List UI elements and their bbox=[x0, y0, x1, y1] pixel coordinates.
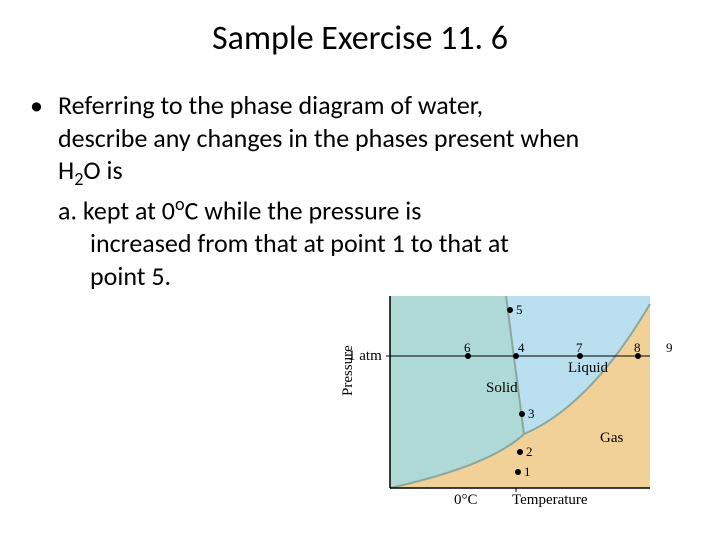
point-label-5: 5 bbox=[516, 302, 523, 318]
region-label-gas: Gas bbox=[600, 430, 623, 447]
bullet-line1: Referring to the phase diagram of water, bbox=[58, 89, 483, 121]
bullet-line3b: O is bbox=[83, 154, 122, 186]
x-tick-0c: 0°C bbox=[454, 492, 478, 509]
point-label-3: 3 bbox=[528, 406, 535, 422]
bullet-line3a: H bbox=[58, 154, 74, 186]
sub-a-1b: C while the pressure is bbox=[185, 195, 422, 227]
content-block: • Referring to the phase diagram of wate… bbox=[0, 89, 720, 292]
point-label-7: 7 bbox=[576, 340, 583, 356]
sub-item-a-line3: point 5. bbox=[30, 260, 690, 293]
phase-diagram: Pressure 1 atm 0°C Temperature SolidLiqu… bbox=[344, 296, 654, 514]
region-label-solid: Solid bbox=[486, 380, 518, 397]
sub-a-1sup: o bbox=[175, 193, 185, 215]
point-label-8: 8 bbox=[634, 340, 641, 356]
sub-item-a-line1: a. kept at 0oC while the pressure is bbox=[30, 193, 690, 227]
sub-a-1a: a. kept at 0 bbox=[58, 195, 175, 227]
bullet-item: • Referring to the phase diagram of wate… bbox=[30, 89, 690, 191]
region-label-liquid: Liquid bbox=[568, 360, 608, 377]
bullet-mark: • bbox=[30, 89, 58, 122]
bullet-line2: describe any changes in the phases prese… bbox=[58, 122, 579, 154]
point-label-6: 6 bbox=[464, 340, 471, 356]
x-axis-label: Temperature bbox=[512, 492, 588, 509]
sub-item-a-line2: increased from that at point 1 to that a… bbox=[30, 227, 690, 260]
point-label-4: 4 bbox=[518, 340, 525, 356]
bullet-text: Referring to the phase diagram of water,… bbox=[58, 89, 690, 191]
phase-diagram-svg bbox=[344, 296, 654, 514]
point-label-2: 2 bbox=[526, 444, 533, 460]
page-title: Sample Exercise 11. 6 bbox=[0, 0, 720, 89]
y-tick-1atm: 1 atm bbox=[348, 348, 382, 365]
point-label-9: 9 bbox=[666, 340, 673, 356]
point-label-1: 1 bbox=[524, 464, 531, 480]
